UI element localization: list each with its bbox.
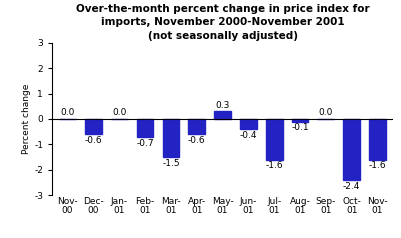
- Text: 0.3: 0.3: [215, 101, 230, 110]
- Text: -0.6: -0.6: [188, 136, 206, 145]
- Bar: [343, 119, 360, 180]
- Text: -2.4: -2.4: [343, 182, 360, 191]
- Bar: [137, 119, 154, 137]
- Text: -0.7: -0.7: [136, 139, 154, 148]
- Bar: [292, 119, 308, 122]
- Text: -0.6: -0.6: [85, 136, 102, 145]
- Text: -0.4: -0.4: [240, 131, 257, 140]
- Title: Over-the-month percent change in price index for
imports, November 2000-November: Over-the-month percent change in price i…: [76, 4, 369, 41]
- Text: 0.0: 0.0: [319, 108, 333, 117]
- Bar: [266, 119, 283, 160]
- Text: -1.5: -1.5: [162, 159, 180, 168]
- Bar: [240, 119, 257, 129]
- Y-axis label: Percent change: Percent change: [22, 84, 31, 154]
- Bar: [85, 119, 102, 134]
- Bar: [162, 119, 179, 157]
- Text: -1.6: -1.6: [369, 161, 386, 170]
- Bar: [369, 119, 386, 160]
- Bar: [214, 111, 231, 119]
- Bar: [188, 119, 205, 134]
- Text: 0.0: 0.0: [61, 108, 75, 117]
- Text: -1.6: -1.6: [265, 161, 283, 170]
- Text: 0.0: 0.0: [112, 108, 126, 117]
- Text: -0.1: -0.1: [291, 123, 309, 132]
